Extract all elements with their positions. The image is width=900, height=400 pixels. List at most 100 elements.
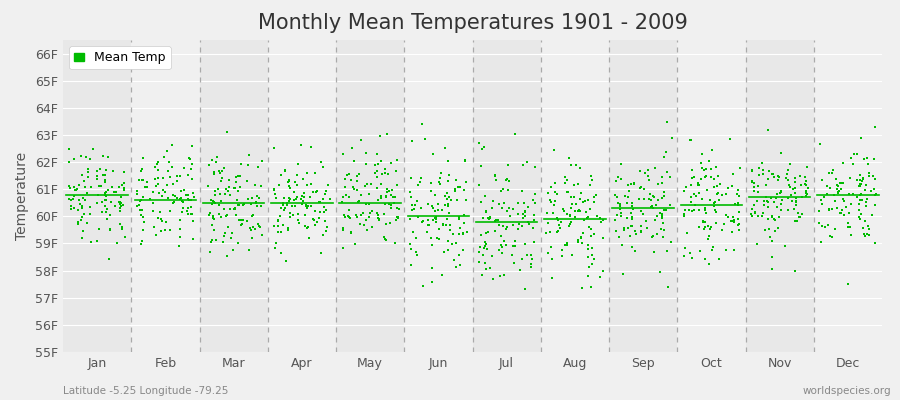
Point [692, 224, 706, 230]
Point [350, 177, 365, 184]
Point [625, 200, 639, 207]
Point [514, 256, 528, 262]
Point [344, 177, 358, 183]
Point [704, 174, 718, 180]
Point [114, 182, 129, 188]
Point [62, 158, 77, 165]
Point [693, 160, 707, 166]
Point [697, 167, 711, 174]
Point [765, 254, 779, 260]
Point [854, 211, 868, 217]
Point [489, 177, 503, 183]
Point [481, 214, 495, 221]
Point [703, 197, 717, 204]
Point [780, 195, 795, 201]
Point [86, 145, 100, 152]
Point [477, 144, 491, 150]
Point [624, 181, 638, 188]
Point [746, 180, 760, 186]
Point [508, 131, 522, 138]
Point [788, 198, 803, 204]
Point [166, 192, 180, 198]
Point [352, 197, 366, 204]
Point [135, 177, 149, 183]
Point [318, 191, 332, 197]
Point [388, 194, 402, 201]
Point [387, 200, 401, 206]
Point [75, 205, 89, 212]
Point [684, 199, 698, 205]
Point [857, 156, 871, 162]
Point [296, 176, 310, 182]
Point [205, 198, 220, 204]
Point [76, 204, 90, 210]
Point [497, 237, 511, 244]
Point [625, 214, 639, 220]
Point [320, 182, 335, 188]
Point [636, 186, 651, 193]
Point [130, 188, 145, 194]
Point [678, 207, 692, 213]
Point [96, 172, 111, 178]
Point [732, 220, 746, 227]
Point [515, 222, 529, 229]
Point [207, 227, 221, 233]
Point [339, 192, 354, 198]
Point [214, 178, 229, 184]
Point [371, 211, 385, 218]
Point [146, 208, 160, 214]
Point [856, 175, 870, 182]
Point [706, 184, 721, 190]
Point [765, 237, 779, 244]
Point [415, 121, 429, 127]
Point [711, 190, 725, 196]
Point [832, 189, 846, 195]
Point [701, 223, 716, 229]
Point [796, 194, 810, 200]
Point [773, 189, 788, 195]
Point [456, 230, 471, 236]
Point [64, 203, 78, 209]
Point [404, 194, 419, 200]
Point [354, 192, 368, 199]
Point [655, 214, 670, 221]
Point [541, 220, 555, 226]
Point [234, 217, 248, 224]
Point [798, 180, 813, 187]
Point [99, 192, 113, 199]
Point [184, 143, 199, 149]
Point [768, 228, 782, 234]
Point [767, 216, 781, 222]
Point [756, 167, 770, 173]
Y-axis label: Temperature: Temperature [15, 152, 30, 240]
Point [97, 176, 112, 183]
Point [206, 168, 220, 175]
Point [564, 252, 579, 258]
Point [409, 235, 423, 241]
Point [92, 183, 106, 190]
Point [792, 214, 806, 221]
Point [522, 220, 536, 227]
Point [388, 240, 402, 246]
Point [350, 173, 365, 179]
Point [783, 161, 797, 167]
Point [389, 216, 403, 223]
Point [562, 154, 576, 161]
Point [273, 212, 287, 219]
Point [787, 206, 801, 212]
Point [232, 172, 247, 179]
Point [340, 172, 355, 178]
Point [99, 209, 113, 216]
Point [452, 252, 466, 258]
Point [231, 240, 246, 246]
Point [760, 176, 775, 182]
Point [751, 182, 765, 189]
Point [351, 199, 365, 205]
Point [567, 181, 581, 188]
Point [441, 246, 455, 253]
Point [403, 175, 418, 182]
Point [379, 237, 393, 244]
Point [624, 223, 638, 230]
Point [350, 214, 365, 220]
Point [692, 207, 706, 213]
